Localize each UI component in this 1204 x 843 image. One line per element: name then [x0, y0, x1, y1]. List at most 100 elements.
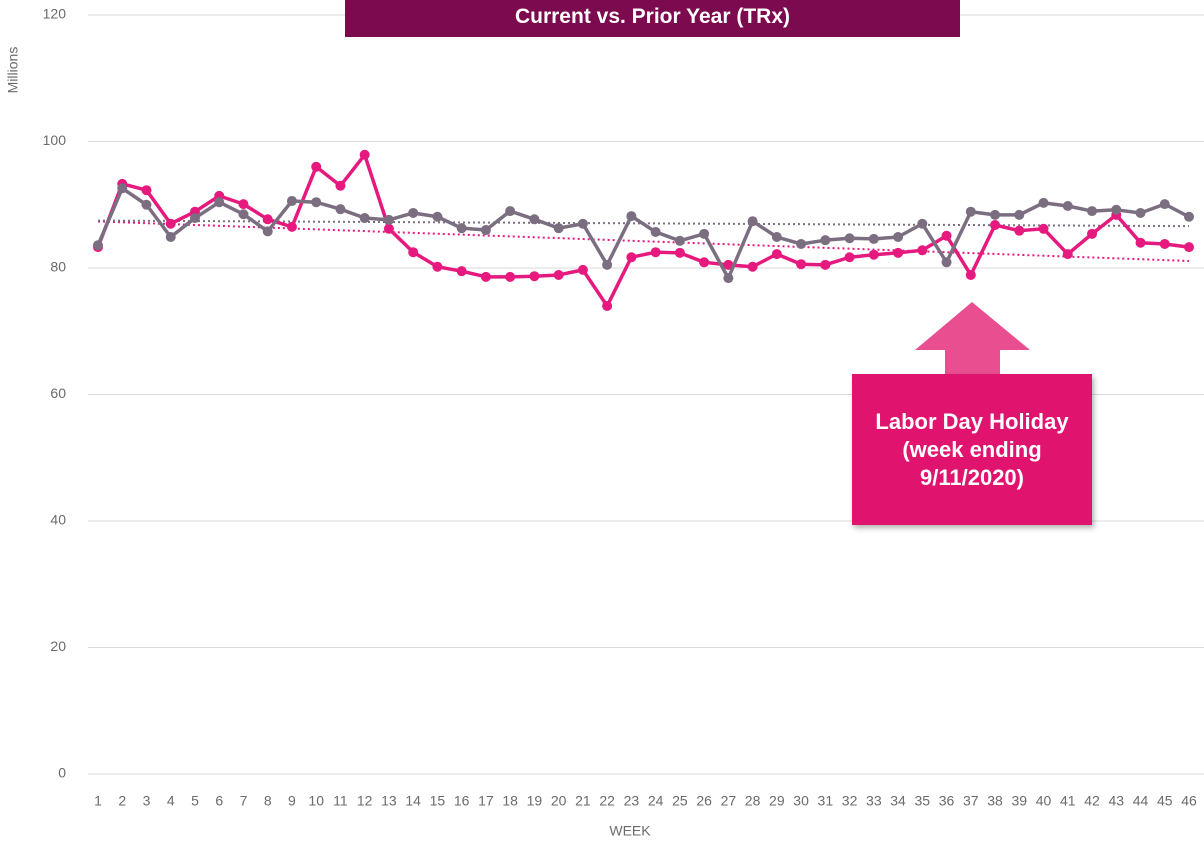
chart-title: Current vs. Prior Year (TRx) [345, 0, 960, 37]
point [747, 216, 758, 227]
point [917, 218, 928, 229]
y-axis-label: Millions [5, 47, 21, 94]
point [868, 233, 879, 244]
point [480, 225, 491, 236]
x-tick-label: 18 [502, 793, 518, 809]
point [141, 199, 152, 210]
point [868, 249, 879, 260]
y-tick-label: 100 [43, 132, 67, 148]
x-tick-label: 5 [191, 793, 199, 809]
point [1038, 197, 1049, 208]
x-tick-label: 38 [987, 793, 1003, 809]
x-tick-label: 19 [527, 793, 543, 809]
x-tick-label: 1 [94, 793, 102, 809]
x-tick-label: 46 [1181, 793, 1197, 809]
point [1014, 225, 1025, 236]
point [141, 185, 152, 196]
point [1062, 249, 1073, 260]
x-tick-label: 41 [1060, 793, 1076, 809]
point [1159, 199, 1170, 210]
x-tick-label: 20 [551, 793, 567, 809]
y-tick-label: 20 [50, 638, 66, 654]
x-tick-label: 4 [167, 793, 175, 809]
annotation: Labor Day Holiday (week ending 9/11/2020… [852, 374, 1092, 525]
x-tick-label: 26 [696, 793, 712, 809]
point [674, 247, 685, 258]
x-tick-label: 31 [818, 793, 834, 809]
y-tick-label: 40 [50, 512, 66, 528]
point [990, 219, 1001, 230]
point [286, 195, 297, 206]
point [699, 257, 710, 268]
point [505, 271, 516, 282]
point [844, 252, 855, 263]
point [965, 206, 976, 217]
point [311, 161, 322, 172]
x-tick-label: 3 [143, 793, 151, 809]
x-tick-label: 13 [381, 793, 397, 809]
x-tick-label: 23 [624, 793, 640, 809]
x-tick-label: 37 [963, 793, 979, 809]
x-tick-label: 16 [454, 793, 470, 809]
point [941, 257, 952, 268]
point [602, 259, 613, 270]
point [359, 149, 370, 160]
point [189, 213, 200, 224]
point [723, 273, 734, 284]
point [1184, 211, 1194, 222]
point [262, 226, 273, 237]
point [893, 232, 904, 243]
point [796, 238, 807, 249]
point [262, 214, 273, 225]
point [820, 235, 831, 246]
point [553, 269, 564, 280]
x-tick-label: 43 [1108, 793, 1124, 809]
point [577, 218, 588, 229]
point [796, 259, 807, 270]
point [893, 247, 904, 258]
x-tick-label: 24 [648, 793, 664, 809]
point [529, 214, 540, 225]
point [1111, 204, 1122, 215]
x-tick-label: 22 [599, 793, 615, 809]
point [1184, 242, 1194, 253]
point [456, 266, 467, 277]
x-tick-label: 39 [1011, 793, 1027, 809]
x-tick-label: 15 [430, 793, 446, 809]
point [1087, 206, 1098, 217]
point [771, 249, 782, 260]
x-tick-label: 40 [1036, 793, 1052, 809]
x-tick-label: 36 [939, 793, 955, 809]
point [238, 199, 249, 210]
point [941, 230, 952, 241]
point [674, 235, 685, 246]
point [456, 223, 467, 234]
point [820, 259, 831, 270]
x-tick-label: 32 [842, 793, 858, 809]
point [723, 259, 734, 270]
x-tick-label: 17 [478, 793, 494, 809]
point [553, 223, 564, 234]
y-tick-label: 120 [43, 6, 67, 22]
y-tick-label: 80 [50, 259, 66, 275]
point [1014, 209, 1025, 220]
point [1038, 223, 1049, 234]
x-tick-label: 10 [308, 793, 324, 809]
point [432, 261, 443, 272]
point [917, 245, 928, 256]
point [238, 209, 249, 220]
point [383, 214, 394, 225]
point [990, 209, 1001, 220]
x-tick-label: 21 [575, 793, 591, 809]
x-tick-label: 9 [288, 793, 296, 809]
x-tick-label: 12 [357, 793, 373, 809]
point [650, 226, 661, 237]
point [408, 247, 419, 258]
x-tick-label: 14 [405, 793, 421, 809]
point [505, 206, 516, 217]
y-tick-label: 0 [58, 765, 66, 781]
x-tick-label: 11 [333, 793, 348, 809]
point [383, 223, 394, 234]
x-tick-label: 6 [215, 793, 223, 809]
point [335, 180, 346, 191]
